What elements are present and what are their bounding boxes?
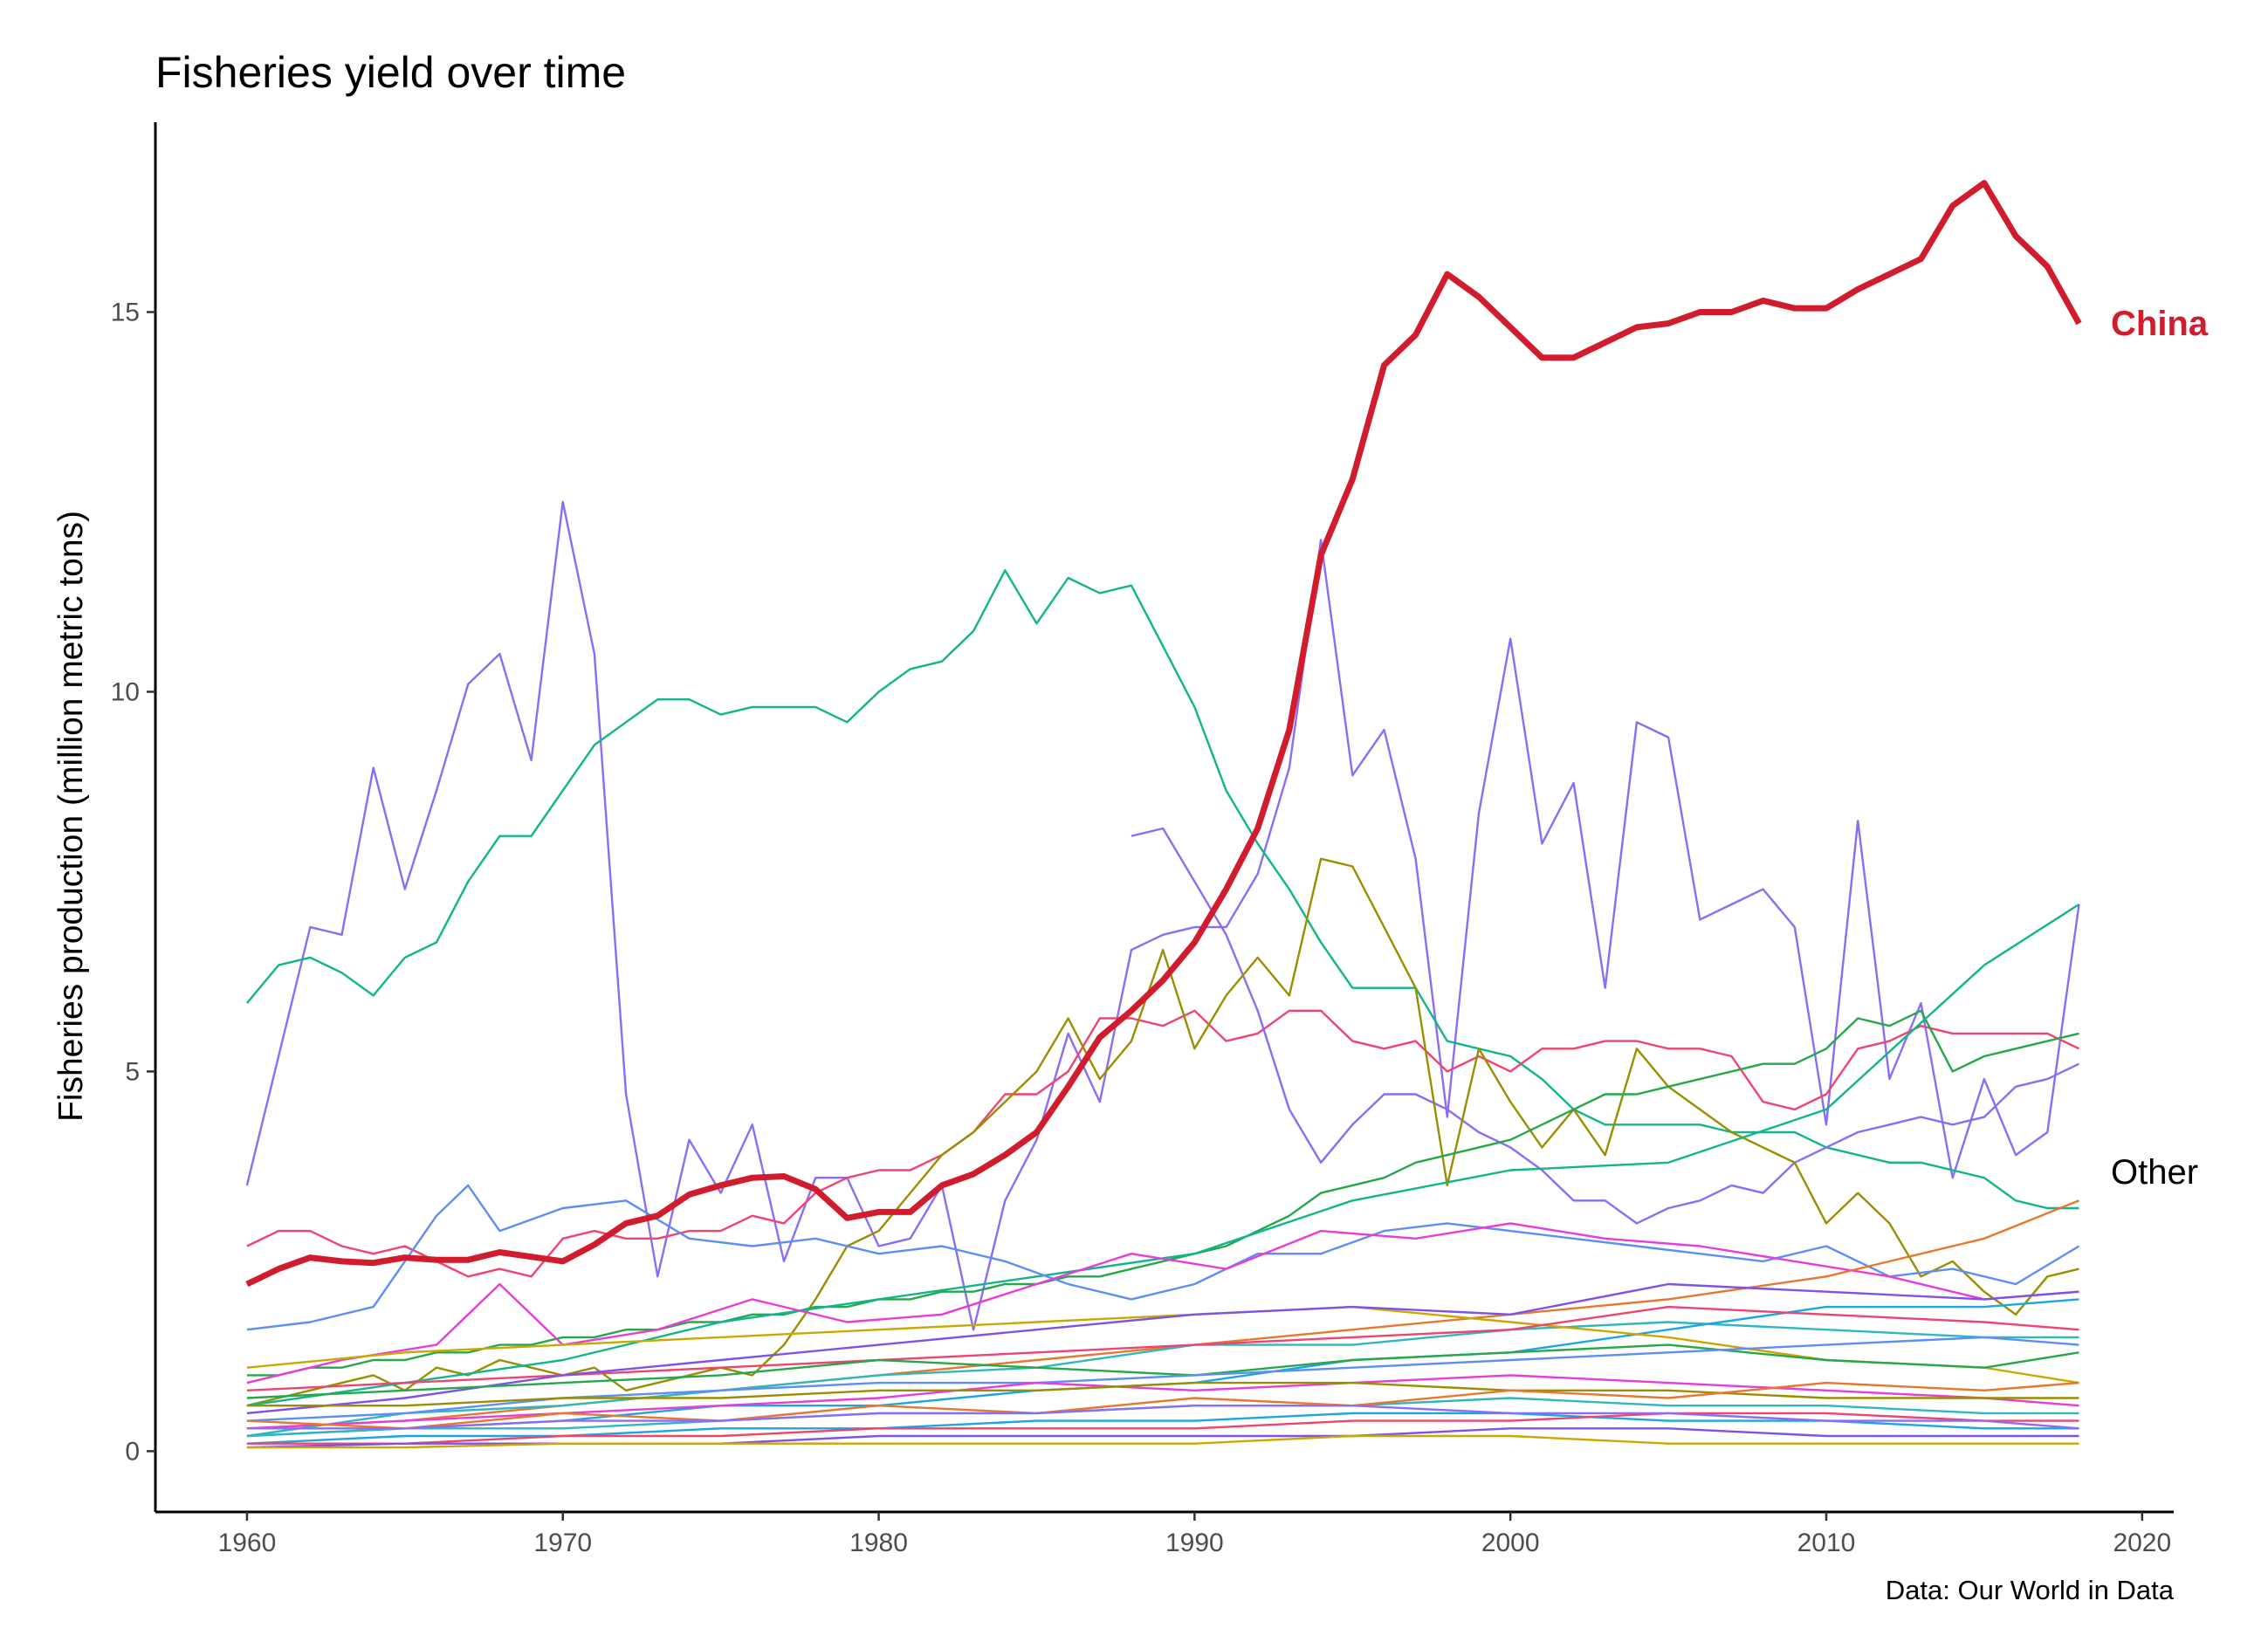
- series-line-other-f: [246, 1009, 2079, 1377]
- x-tick-label: 2010: [1797, 1529, 1856, 1557]
- china-series-group: [245, 180, 2082, 1288]
- y-tick-label: 0: [125, 1437, 140, 1466]
- y-tick-label: 10: [111, 677, 140, 706]
- x-tick-label: 1980: [849, 1529, 908, 1557]
- chart-title: Fisheries yield over time: [155, 48, 626, 97]
- series-line-other-b: [245, 569, 2079, 1210]
- series-line-china: [245, 180, 2082, 1288]
- y-tick-label: 5: [125, 1057, 140, 1086]
- series-line-other-h: [246, 1184, 2080, 1331]
- series-line-other-a: [245, 500, 2080, 1331]
- series-line-other-z: [246, 1434, 2079, 1449]
- series-line-other-g: [246, 903, 2080, 1407]
- x-axis-ticks: 1960 1970 1980 1990 2000 2010 2020: [218, 1512, 2171, 1557]
- series-line-other-s: [246, 1381, 2079, 1407]
- series-line-other-u: [246, 1381, 2079, 1430]
- series-line-other-i: [246, 1222, 2079, 1384]
- series-line-other-w: [246, 1412, 2079, 1445]
- other-series-label: Other: [2111, 1153, 2198, 1192]
- series-line-other-e: [246, 857, 2079, 1407]
- x-tick-label: 2000: [1481, 1529, 1540, 1557]
- series-line-other-c: [246, 1009, 2080, 1278]
- series-line-other-j: [246, 1199, 2079, 1430]
- x-tick-label: 1970: [533, 1529, 592, 1557]
- y-tick-label: 15: [111, 298, 140, 326]
- y-axis-ticks: 0 5 10 15: [111, 298, 155, 1466]
- series-line-other-d: [1131, 827, 2080, 1225]
- other-series-group: [245, 500, 2080, 1449]
- series-line-other-x: [246, 1405, 2079, 1430]
- x-tick-label: 1990: [1165, 1529, 1224, 1557]
- x-tick-label: 2020: [2113, 1529, 2171, 1557]
- china-series-label: China: [2111, 305, 2209, 343]
- chart-caption: Data: Our World in Data: [1886, 1575, 2175, 1605]
- y-axis-title: Fisheries production (million metric ton…: [52, 511, 90, 1122]
- x-tick-label: 1960: [218, 1529, 277, 1557]
- series-line-other-o: [246, 1282, 2079, 1415]
